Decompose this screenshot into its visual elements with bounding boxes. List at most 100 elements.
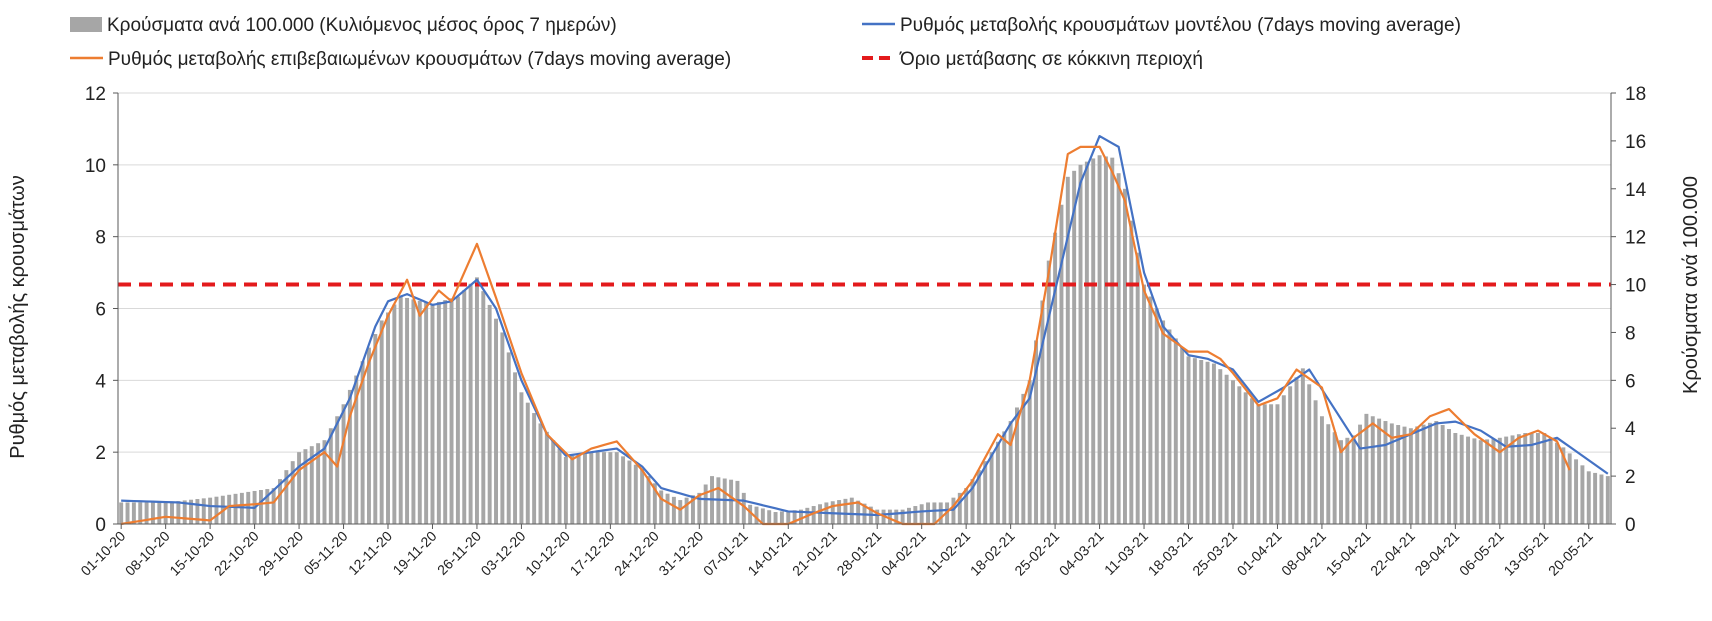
cases-bar: [201, 498, 206, 524]
y-right-tick-label: 16: [1625, 132, 1646, 153]
cases-bar: [1237, 386, 1242, 524]
cases-bar: [754, 506, 759, 524]
cases-bar: [1555, 442, 1559, 524]
cases-bar: [932, 502, 937, 524]
cases-bar: [373, 334, 378, 524]
cases-bar: [926, 502, 930, 524]
cases-bar: [684, 497, 689, 524]
cases-bar: [208, 497, 213, 524]
cases-bar: [525, 402, 530, 524]
cases-bar: [856, 500, 861, 524]
cases-bar: [379, 320, 384, 524]
cases-bar: [1472, 438, 1477, 524]
cases-bar: [767, 510, 772, 524]
y-left-tick-label: 12: [85, 84, 106, 105]
cases-bar: [436, 301, 441, 524]
cases-bar: [849, 497, 854, 524]
cases-bar: [1262, 404, 1267, 524]
cases-bar: [125, 502, 130, 524]
cases-bar: [1599, 474, 1604, 524]
cases-bar: [671, 496, 676, 524]
cases-bar: [1300, 368, 1305, 524]
cases-bar: [430, 303, 435, 524]
cases-bar: [678, 500, 683, 524]
cases-bar: [995, 441, 1000, 524]
cases-bar: [1364, 413, 1369, 524]
cases-bar: [741, 492, 746, 524]
cases-bar: [1065, 176, 1070, 524]
cases-bar: [1015, 407, 1019, 524]
cases-bar: [621, 456, 626, 524]
y-right-tick-label: 6: [1625, 371, 1636, 392]
cases-bar: [544, 431, 549, 524]
legend-swatch-cases: [70, 17, 102, 32]
cases-bar: [1008, 421, 1013, 524]
cases-bar: [1142, 284, 1147, 524]
cases-bar: [189, 499, 194, 524]
cases-bar: [392, 304, 397, 524]
cases-bar: [265, 489, 270, 524]
cases-bar: [697, 492, 702, 524]
cases-bar: [633, 464, 638, 524]
cases-bar: [1199, 359, 1204, 524]
cases-bar: [703, 484, 708, 524]
cases-bar: [602, 452, 606, 524]
cases-bar: [1034, 340, 1039, 524]
x-tick-label: 21-01-21: [789, 528, 840, 579]
cases-bar: [297, 452, 302, 524]
cases-bar: [595, 452, 600, 524]
cases-bar: [837, 500, 842, 524]
cases-bar: [1040, 300, 1045, 524]
legend-label-threshold: Όριο μετάβασης σε κόκκινη περιοχή: [899, 49, 1203, 70]
cases-bar: [1326, 424, 1331, 524]
cases-bar: [322, 440, 327, 524]
cases-bar: [843, 498, 848, 524]
cases-bar: [1319, 416, 1324, 524]
cases-bar: [1053, 232, 1058, 524]
x-tick-label: 19-11-20: [389, 528, 439, 578]
x-tick-label: 11-03-21: [1101, 528, 1151, 578]
x-tick-label: 03-12-20: [478, 528, 529, 579]
cases-bar: [779, 511, 784, 524]
cases-bar: [989, 452, 994, 524]
cases-bar: [347, 389, 352, 524]
cases-bar: [1148, 296, 1153, 524]
cases-bar: [1516, 434, 1521, 524]
cases-bar: [1250, 398, 1255, 524]
cases-bar: [341, 404, 346, 524]
cases-bar: [417, 300, 422, 524]
cases-bar: [1116, 173, 1121, 524]
y-left-tick-label: 2: [95, 443, 106, 464]
x-tick-label: 28-01-21: [833, 528, 884, 579]
cases-bar: [1358, 424, 1363, 524]
x-tick-label: 11-02-21: [923, 528, 973, 578]
x-tick-label: 08-10-20: [122, 528, 173, 579]
cases-bar: [500, 332, 505, 524]
cases-bar: [786, 510, 791, 524]
cases-bar: [1408, 428, 1413, 524]
x-tick-label: 29-04-21: [1411, 528, 1462, 579]
cases-bar: [411, 299, 416, 524]
cases-bar: [443, 300, 448, 524]
cases-bar: [1504, 436, 1509, 524]
x-tick-label: 17-12-20: [567, 528, 618, 579]
y-right-tick-label: 10: [1625, 276, 1646, 297]
cases-bar: [474, 277, 479, 524]
cases-bar: [1211, 363, 1216, 524]
x-tick-label: 01-04-21: [1234, 528, 1285, 579]
cases-bar: [138, 502, 143, 524]
cases-bar: [1231, 380, 1235, 524]
cases-bar: [182, 500, 187, 524]
cases-bar: [449, 298, 454, 524]
cases-bar: [405, 297, 410, 524]
cases-bar: [1529, 433, 1534, 524]
cases-bar: [900, 509, 905, 524]
cases-bar: [335, 416, 340, 524]
x-tick-label: 15-10-20: [166, 528, 217, 579]
cases-bar: [487, 304, 492, 524]
cases-bar: [799, 509, 803, 524]
cases-bar: [519, 392, 524, 524]
cases-bar: [582, 453, 587, 524]
cases-bar: [328, 428, 333, 524]
y-axis-left-label: Ρυθμός μεταβολής κρουσμάτων: [7, 175, 29, 459]
